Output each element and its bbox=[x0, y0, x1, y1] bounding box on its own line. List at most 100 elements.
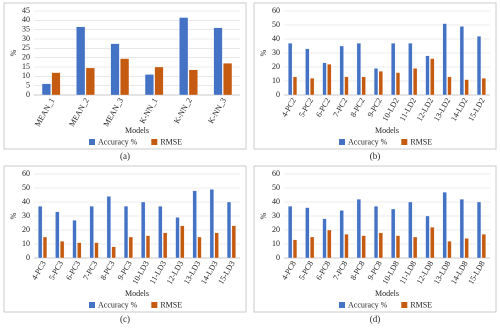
y-axis-label: % bbox=[259, 49, 268, 56]
legend-label: RMSE bbox=[160, 137, 182, 146]
bar bbox=[188, 69, 198, 96]
bar bbox=[378, 71, 383, 96]
legend-label: Accuracy % bbox=[98, 300, 138, 309]
bar bbox=[197, 236, 202, 259]
y-tick-label: 30 bbox=[22, 211, 30, 220]
y-tick-label: 60 bbox=[22, 169, 30, 178]
y-tick-label: 30 bbox=[272, 211, 280, 220]
y-tick-label: 30 bbox=[272, 48, 280, 57]
bar bbox=[154, 66, 164, 96]
bar bbox=[72, 220, 77, 259]
bar bbox=[408, 43, 413, 96]
bar bbox=[481, 234, 486, 259]
y-tick-label: 50 bbox=[272, 20, 280, 29]
bar bbox=[356, 199, 361, 259]
bar bbox=[310, 236, 315, 259]
bar bbox=[192, 190, 197, 259]
bar bbox=[213, 27, 223, 96]
bar bbox=[76, 26, 86, 96]
bar bbox=[442, 192, 447, 259]
legend-label: Accuracy % bbox=[348, 137, 388, 146]
y-tick-label: 20 bbox=[272, 62, 280, 71]
bar bbox=[106, 196, 111, 259]
y-tick-label: 40 bbox=[272, 34, 280, 43]
bar bbox=[123, 206, 129, 259]
y-axis-label: % bbox=[259, 212, 268, 219]
bar bbox=[408, 201, 413, 259]
legend-label: RMSE bbox=[410, 137, 432, 146]
bar bbox=[292, 76, 298, 96]
bar bbox=[214, 232, 219, 259]
bar bbox=[327, 229, 332, 259]
legend-swatch bbox=[401, 302, 408, 308]
bar bbox=[391, 208, 396, 259]
y-axis-label: % bbox=[9, 212, 18, 219]
bar bbox=[413, 68, 418, 96]
panel-caption: (b) bbox=[370, 151, 381, 161]
bar bbox=[89, 206, 94, 259]
y-tick-label: 10 bbox=[22, 239, 30, 248]
bar bbox=[395, 72, 401, 96]
y-tick-label: 15 bbox=[22, 62, 30, 71]
bar bbox=[288, 43, 293, 96]
y-tick-label: 0 bbox=[276, 90, 280, 99]
legend-label: RMSE bbox=[410, 300, 432, 309]
bar bbox=[305, 48, 310, 96]
bar bbox=[94, 242, 99, 259]
bar bbox=[373, 68, 379, 96]
bar bbox=[339, 210, 344, 259]
bar bbox=[430, 58, 435, 96]
legend-swatch bbox=[151, 139, 158, 145]
legend-swatch bbox=[89, 139, 95, 145]
bar bbox=[322, 218, 327, 259]
bar bbox=[361, 76, 366, 96]
bar bbox=[413, 236, 418, 259]
y-tick-label: 10 bbox=[22, 71, 30, 80]
y-axis-label: % bbox=[9, 49, 18, 56]
bar bbox=[60, 241, 65, 259]
y-tick-label: 0 bbox=[276, 253, 280, 262]
legend-swatch bbox=[339, 302, 345, 308]
bar bbox=[42, 236, 48, 259]
y-tick-label: 0 bbox=[26, 90, 30, 99]
y-tick-label: 0 bbox=[26, 253, 30, 262]
y-tick-label: 10 bbox=[272, 76, 280, 85]
bar bbox=[395, 235, 401, 259]
x-axis-label: Models bbox=[125, 289, 149, 298]
panel-caption: (d) bbox=[370, 314, 381, 324]
legend-swatch bbox=[89, 302, 95, 308]
bar bbox=[430, 227, 435, 259]
bar bbox=[356, 43, 361, 96]
bar bbox=[339, 45, 344, 96]
y-tick-label: 10 bbox=[272, 239, 280, 248]
bar bbox=[110, 43, 120, 96]
bar bbox=[41, 83, 51, 96]
bar bbox=[179, 17, 189, 96]
y-tick-label: 40 bbox=[22, 15, 30, 24]
bar bbox=[391, 43, 396, 96]
bar bbox=[226, 201, 232, 259]
legend-label: RMSE bbox=[160, 300, 182, 309]
bar bbox=[425, 215, 430, 259]
bar bbox=[292, 239, 298, 259]
legend-label: Accuracy % bbox=[98, 137, 138, 146]
bar bbox=[288, 206, 293, 259]
bar bbox=[476, 36, 482, 96]
y-tick-label: 35 bbox=[22, 24, 30, 33]
bar bbox=[327, 64, 332, 96]
bar bbox=[481, 78, 486, 96]
bar bbox=[447, 76, 452, 96]
bar bbox=[310, 78, 315, 96]
bar bbox=[464, 79, 469, 96]
bar bbox=[322, 62, 327, 96]
y-tick-label: 40 bbox=[22, 197, 30, 206]
bar bbox=[459, 26, 464, 96]
x-axis-label: Models bbox=[125, 126, 149, 135]
bar bbox=[305, 207, 310, 259]
bar bbox=[141, 201, 146, 259]
bar bbox=[373, 206, 379, 259]
y-tick-label: 40 bbox=[272, 197, 280, 206]
x-axis-label: Models bbox=[375, 126, 399, 135]
